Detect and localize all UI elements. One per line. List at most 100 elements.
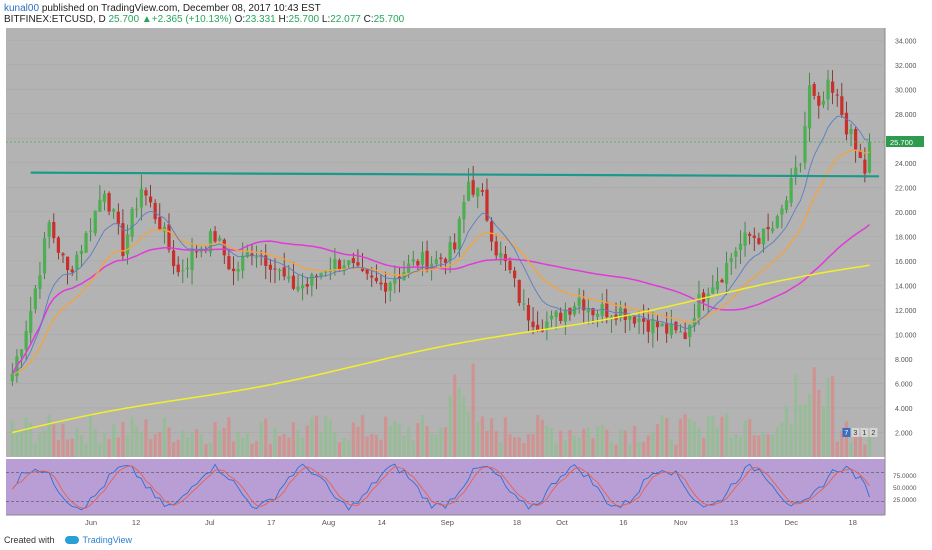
volume-bar bbox=[794, 374, 798, 457]
volume-bar bbox=[655, 424, 660, 457]
candle-body bbox=[665, 323, 669, 334]
price-tick-label: 10.000 bbox=[895, 332, 917, 339]
candle-body bbox=[47, 222, 51, 237]
volume-bar bbox=[148, 439, 153, 457]
candle-body bbox=[268, 264, 272, 270]
volume-bar bbox=[499, 442, 503, 457]
candle-body bbox=[310, 274, 314, 286]
candle-body bbox=[218, 238, 222, 241]
candle-body bbox=[729, 257, 733, 263]
created-with-text: Created with bbox=[4, 535, 55, 545]
candle-body bbox=[826, 79, 830, 100]
price-tick-label: 28.000 bbox=[895, 112, 917, 119]
candle-body bbox=[439, 257, 443, 259]
volume-bar bbox=[167, 427, 171, 457]
volume-bar bbox=[158, 431, 162, 457]
volume-bar bbox=[807, 393, 812, 457]
ema21-line bbox=[12, 149, 870, 375]
volume-label: 3 bbox=[853, 430, 857, 437]
volume-bar bbox=[494, 431, 498, 457]
candle-body bbox=[854, 129, 858, 150]
candle-body bbox=[448, 242, 452, 261]
candle-body bbox=[365, 269, 369, 274]
candle-body bbox=[821, 100, 826, 105]
volume-bar bbox=[324, 415, 328, 457]
volume-bar bbox=[107, 439, 111, 457]
candle-body bbox=[195, 251, 199, 253]
volume-bar bbox=[563, 439, 567, 457]
volume-bar bbox=[337, 442, 342, 457]
candle-body bbox=[116, 211, 120, 225]
volume-bar bbox=[139, 432, 143, 457]
candle-body bbox=[167, 224, 171, 250]
candle-body bbox=[752, 235, 756, 238]
volume-bar bbox=[33, 443, 37, 457]
volume-label: 7 bbox=[844, 430, 848, 437]
candle-body bbox=[780, 208, 784, 215]
candle-body bbox=[319, 272, 323, 277]
volume-bar bbox=[277, 436, 282, 457]
tradingview-logo-icon bbox=[64, 536, 79, 544]
price-pane bbox=[6, 28, 885, 457]
price-tick-label: 20.000 bbox=[895, 210, 917, 217]
volume-bar bbox=[47, 414, 51, 457]
author-link[interactable]: kunal00 bbox=[4, 3, 40, 14]
volume-bar bbox=[623, 430, 627, 457]
volume-bar bbox=[568, 429, 572, 457]
time-tick-label: Jun bbox=[85, 518, 97, 527]
candle-body bbox=[536, 324, 540, 331]
volume-bar bbox=[595, 426, 600, 457]
candle-body bbox=[531, 321, 535, 328]
volume-bar bbox=[273, 428, 277, 457]
volume-bar bbox=[319, 433, 323, 457]
candle-body bbox=[669, 323, 673, 336]
volume-bar bbox=[254, 440, 259, 457]
candle-body bbox=[563, 310, 567, 322]
volume-bar bbox=[665, 417, 669, 457]
volume-bar bbox=[784, 405, 789, 457]
volume-bar bbox=[554, 443, 558, 457]
candle-body bbox=[148, 196, 153, 203]
symbol: BITFINEX:ETCUSD, D bbox=[4, 14, 106, 25]
volume-bar bbox=[466, 411, 471, 457]
candle-body bbox=[715, 281, 720, 290]
candle-body bbox=[351, 258, 355, 264]
stoch-tick-label: 25.0000 bbox=[893, 497, 917, 504]
volume-bar bbox=[213, 422, 217, 457]
volume-bar bbox=[420, 415, 425, 457]
candle-body bbox=[370, 275, 374, 278]
candle-body bbox=[135, 208, 139, 210]
candle-body bbox=[144, 190, 148, 196]
volume-bar bbox=[70, 438, 74, 457]
volume-bar bbox=[637, 441, 641, 457]
volume-bar bbox=[771, 434, 775, 457]
tradingview-link[interactable]: TradingView bbox=[82, 535, 133, 545]
volume-bar bbox=[863, 444, 867, 457]
candle-body bbox=[56, 237, 61, 253]
time-tick-label: 14 bbox=[378, 518, 386, 527]
volume-bar bbox=[42, 430, 47, 457]
time-tick-label: 12 bbox=[132, 518, 140, 527]
stoch-tick-label: 50.0000 bbox=[893, 485, 917, 492]
volume-bar bbox=[835, 441, 839, 457]
volume-bar bbox=[766, 434, 770, 457]
candle-body bbox=[476, 187, 480, 197]
volume-bar bbox=[844, 421, 849, 457]
price-tick-label: 30.000 bbox=[895, 87, 917, 94]
candle-body bbox=[296, 286, 300, 291]
candle-body bbox=[632, 316, 637, 324]
volume-bar bbox=[333, 432, 337, 457]
candle-body bbox=[89, 230, 93, 232]
volume-bar bbox=[374, 434, 378, 457]
candle-body bbox=[508, 260, 512, 270]
candle-body bbox=[102, 193, 107, 203]
price-tick-label: 32.000 bbox=[895, 63, 917, 70]
candle-body bbox=[411, 259, 415, 262]
volume-bar bbox=[79, 435, 84, 457]
candle-body bbox=[139, 188, 143, 208]
volume-bar bbox=[328, 420, 332, 457]
volume-bar bbox=[305, 425, 309, 457]
candle-body bbox=[466, 181, 471, 201]
candle-body bbox=[333, 259, 337, 271]
